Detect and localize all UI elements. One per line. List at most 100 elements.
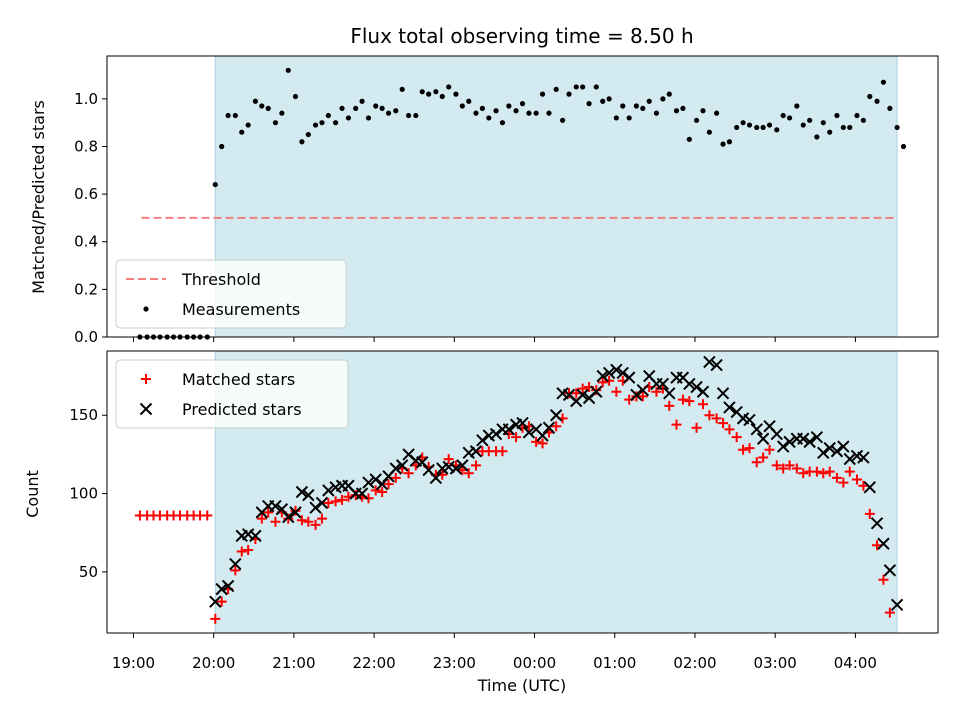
measurement-point [219, 143, 225, 150]
matched-star-point [884, 607, 895, 618]
measurement-point [279, 110, 285, 116]
matched-star-point [611, 386, 622, 397]
measurement-point [827, 129, 833, 135]
measurement-point [794, 103, 800, 109]
axes-frame [106, 55, 939, 338]
measurement-point [586, 101, 592, 107]
measurement-point [426, 91, 432, 97]
measurement-point [780, 112, 786, 119]
y-tick-label: 0.6 [74, 185, 98, 203]
measurement-point [319, 120, 325, 126]
matched-star-point [390, 472, 401, 483]
measurement-point [680, 105, 686, 111]
predicted-star-point [630, 388, 643, 402]
predicted-star-point [309, 501, 322, 514]
measurement-point [894, 124, 900, 131]
measurement-point [553, 86, 559, 92]
legend-marker-swatch [139, 402, 153, 416]
predicted-star-point [549, 409, 563, 422]
predicted-star-point [516, 416, 529, 430]
measurement-point [299, 139, 305, 145]
measurement-point [239, 129, 245, 135]
measurement-point [353, 105, 359, 111]
predicted-star-point [221, 579, 235, 593]
axes-frame [106, 350, 939, 634]
predicted-star-point [269, 499, 282, 513]
measurement-point [620, 103, 626, 109]
measurement-point [479, 105, 485, 111]
measurement-point [232, 112, 238, 119]
predicted-star-point [429, 471, 443, 485]
measurement-point [272, 120, 279, 126]
predicted-star-point [877, 537, 890, 550]
matched-star-point [878, 574, 889, 585]
measurement-point [880, 79, 887, 85]
matched-star-point [691, 422, 702, 433]
matched-star-point [718, 418, 729, 429]
matched-star-point [851, 474, 862, 485]
y-tick-label: 0.8 [74, 137, 98, 155]
matched-star-point [831, 472, 842, 483]
predicted-star-point [863, 481, 877, 494]
measurement-point [506, 103, 512, 109]
predicted-star-point [462, 446, 475, 460]
predicted-star-point [770, 427, 783, 441]
matched-star-point [577, 383, 588, 394]
x-tick-label: 20:00 [192, 654, 235, 672]
predicted-star-point [209, 595, 222, 608]
x-tick-label: 23:00 [433, 654, 476, 672]
predicted-star-point [362, 476, 375, 489]
measurement-point [285, 67, 291, 73]
predicted-star-point [369, 473, 382, 486]
matched-star-point [664, 400, 675, 411]
measurement-point [473, 110, 479, 116]
y-tick-label: 0.2 [74, 280, 98, 298]
measurement-point [453, 91, 459, 97]
measurement-point [766, 122, 773, 128]
predicted-star-point [315, 496, 329, 510]
x-tick-label: 02:00 [673, 654, 716, 672]
measurement-point [459, 103, 465, 109]
predicted-star-point [857, 451, 870, 464]
measurement-point [640, 105, 646, 111]
predicted-star-point [843, 452, 856, 466]
x-tick-label: 04:00 [834, 654, 877, 672]
measurement-point [740, 120, 746, 126]
matched-star-point [202, 510, 213, 521]
measurement-point [760, 124, 766, 131]
measurement-point [700, 108, 706, 114]
measurement-point [834, 112, 840, 119]
matched-star-point [697, 399, 708, 410]
measurement-point [673, 108, 680, 114]
predicted-star-point [703, 355, 716, 369]
matched-star-point [236, 546, 247, 557]
matched-star-point [470, 460, 481, 471]
matched-star-point [704, 410, 715, 421]
matched-star-point [677, 394, 688, 405]
chart-title: Flux total observing time = 8.50 h [350, 24, 693, 48]
predicted-star-point [275, 503, 289, 516]
x-tick-label: 19:00 [112, 654, 155, 672]
measurement-point [413, 112, 419, 119]
predicted-star-point [890, 598, 904, 612]
y-tick-label: 1.0 [74, 90, 98, 108]
predicted-star-point [576, 388, 589, 402]
y-axis-label-count: Count [23, 470, 42, 518]
measurement-point [399, 86, 405, 92]
measurement-point [379, 105, 385, 111]
measurement-point [539, 91, 546, 97]
measurement-point [807, 117, 813, 123]
y-axis-label-ratio: Matched/Predicted stars [29, 100, 48, 294]
predicted-star-point [783, 435, 796, 449]
matched-star-point [511, 432, 522, 443]
predicted-star-point [389, 462, 402, 475]
matched-star-point [330, 496, 341, 507]
measurement-point [860, 117, 867, 123]
measurement-point [633, 103, 640, 109]
predicted-star-point [456, 459, 469, 472]
count-panel: 19:00 20:00 21:00 22:00 23:00 00:00 01:00 02:00… [69, 350, 939, 672]
predicted-star-point [215, 582, 228, 596]
legend-box [115, 359, 349, 429]
predicted-star-point [375, 477, 389, 491]
